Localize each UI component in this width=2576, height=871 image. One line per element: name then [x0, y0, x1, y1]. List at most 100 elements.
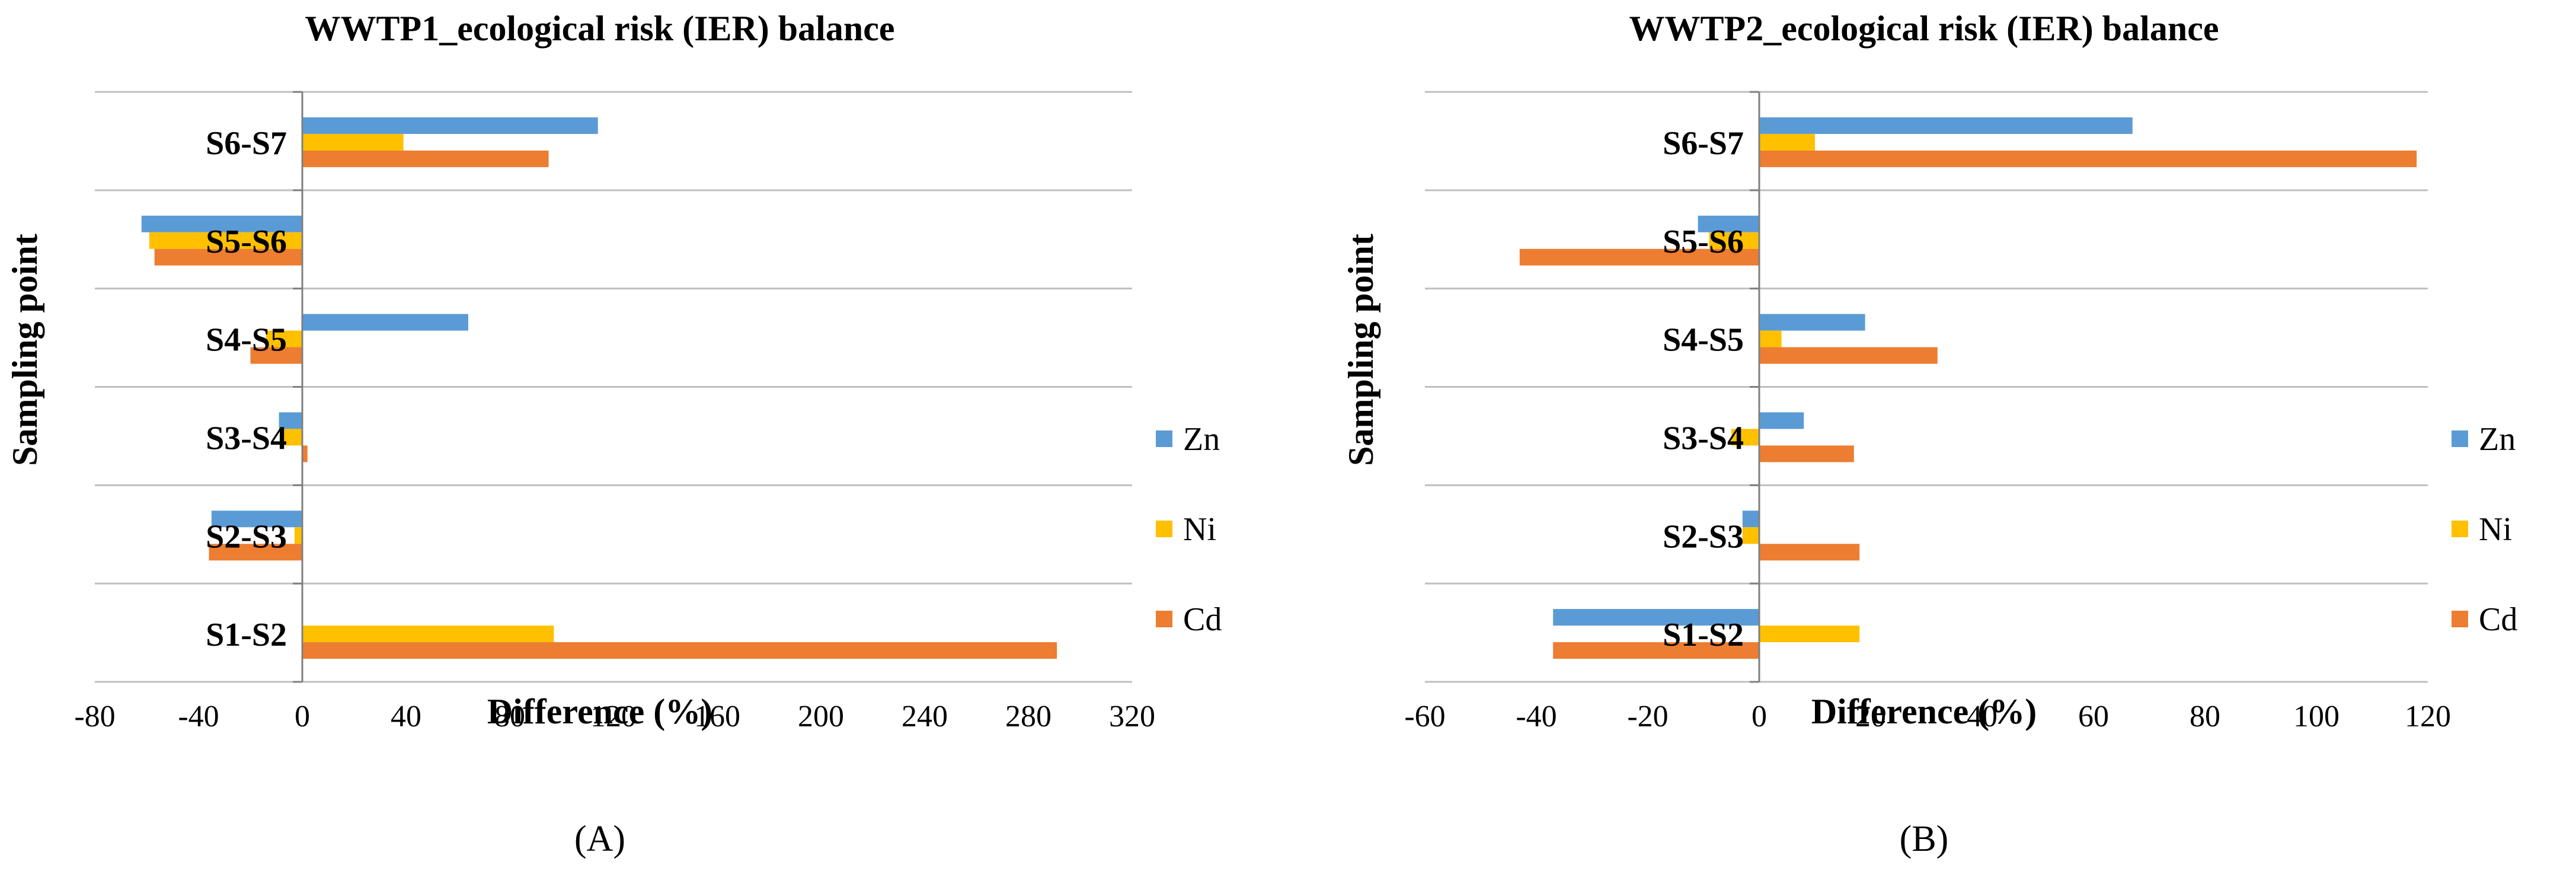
x-tick-label: 320	[1109, 700, 1155, 733]
x-tick-label: -40	[178, 700, 219, 733]
bar-ni-s1-s2	[1759, 626, 1860, 643]
bar-cd-s2-s3	[1759, 544, 1860, 561]
x-axis-title-b: Difference (%)	[1811, 692, 2037, 731]
bar-cd-s3-s4	[302, 445, 308, 462]
x-tick-label: 240	[902, 700, 948, 733]
category-label: S5-S6	[1663, 224, 1744, 260]
category-label: S6-S7	[1663, 125, 1744, 162]
bar-cd-s4-s5	[250, 347, 302, 364]
category-label: S1-S2	[206, 617, 287, 653]
legend-swatch-cd	[1156, 611, 1172, 627]
category-label: S1-S2	[1663, 617, 1744, 653]
category-labels-b: S6-S7 S5-S6 S4-S5 S3-S4 S2-S3 S1-S2	[1663, 125, 1744, 653]
bar-zn-s2-s3	[1742, 511, 1759, 528]
x-tick-label: -20	[1627, 700, 1668, 733]
bar-cd-s1-s2	[302, 642, 1057, 659]
bar-cd-s2-s3	[209, 544, 302, 561]
bar-zn-s3-s4	[279, 412, 302, 429]
bar-ni-s3-s4	[1731, 429, 1759, 446]
bar-ni-s5-s6	[1709, 232, 1759, 249]
legend-label-cd: Cd	[2479, 601, 2517, 638]
legend-label-zn: Zn	[2479, 421, 2516, 458]
bar-zn-s6-s7	[302, 117, 598, 134]
category-label: S6-S7	[206, 125, 287, 162]
x-tick-label: 60	[2078, 700, 2109, 733]
bar-zn-s3-s4	[1759, 412, 1804, 429]
bar-zn-s1-s2	[1553, 609, 1759, 626]
bar-cd-s5-s6	[154, 248, 302, 266]
bar-ni-s5-s6	[149, 232, 302, 249]
bar-cd-s4-s5	[1759, 347, 1938, 364]
x-tick-labels-b: -60 -40 -20 0 20 40 60 80 100 120	[1404, 700, 2451, 733]
bar-cd-s1-s2	[1553, 642, 1759, 659]
gridlines-a	[95, 91, 1132, 683]
category-label: S4-S5	[1663, 322, 1744, 359]
x-tick-label: 200	[798, 700, 844, 733]
bar-ni-s3-s4	[284, 429, 302, 446]
gridlines-b	[1425, 91, 2428, 683]
panel-label-a: (A)	[574, 819, 625, 859]
bar-cd-s5-s6	[1519, 248, 1759, 266]
bar-ni-s2-s3	[294, 527, 302, 544]
x-tick-label: 20	[1855, 700, 1886, 733]
y-axis-title-a: Sampling point	[5, 234, 44, 466]
bar-cd-s3-s4	[1759, 445, 1854, 462]
x-tick-label: -60	[1404, 700, 1445, 733]
legend-swatch-zn	[2452, 430, 2468, 447]
legend-swatch-ni	[2452, 521, 2468, 537]
panel-label-b: (B)	[1900, 819, 1949, 859]
legend-swatch-zn	[1156, 430, 1172, 447]
legend-label-ni: Ni	[1183, 511, 1216, 548]
category-label: S2-S3	[206, 518, 287, 555]
bar-zn-s6-s7	[1759, 117, 2133, 134]
x-tick-label: 0	[295, 700, 310, 733]
x-tick-label: -40	[1516, 700, 1557, 733]
bar-zn-s4-s5	[302, 314, 468, 331]
bar-cd-s6-s7	[1759, 150, 2417, 167]
bar-ni-s1-s2	[302, 626, 554, 643]
chart-title-b: WWTP2_ecological risk (IER) balance	[1629, 9, 2219, 48]
category-label: S4-S5	[206, 322, 287, 359]
legend-a: Zn Ni Cd	[1156, 421, 1222, 638]
bar-ni-s4-s5	[266, 330, 302, 347]
bar-ni-s6-s7	[302, 133, 404, 151]
legend-label-zn: Zn	[1183, 421, 1220, 458]
x-tick-label: 120	[2405, 700, 2451, 733]
x-tick-label: 40	[391, 700, 421, 733]
bar-zn-s5-s6	[141, 215, 302, 232]
bar-zn-s2-s3	[211, 511, 302, 528]
legend-label-cd: Cd	[1183, 601, 1222, 638]
bar-ni-s2-s3	[1742, 527, 1759, 544]
legend-label-ni: Ni	[2479, 511, 2512, 548]
legend-swatch-ni	[1156, 521, 1172, 537]
bar-zn-s5-s6	[1698, 215, 1759, 232]
x-tick-label: 40	[1967, 700, 1997, 733]
chart-panel-b: WWTP2_ecological risk (IER) balance Diff…	[1341, 9, 2517, 859]
category-labels-a: S6-S7 S5-S6 S4-S5 S3-S4 S2-S3 S1-S2	[206, 125, 287, 653]
x-tick-label: 80	[2190, 700, 2220, 733]
bar-ni-s6-s7	[1759, 133, 1815, 151]
x-tick-label: 0	[1752, 700, 1767, 733]
x-axis-title-a: Difference (%)	[487, 692, 712, 731]
x-tick-label: -80	[74, 700, 115, 733]
x-tick-label: 120	[590, 700, 637, 733]
x-tick-label: 280	[1005, 700, 1052, 733]
category-label: S2-S3	[1663, 518, 1744, 555]
category-label: S5-S6	[206, 224, 287, 260]
legend-b: Zn Ni Cd	[2452, 421, 2517, 638]
chart-title-a: WWTP1_ecological risk (IER) balance	[305, 9, 895, 48]
bars-a	[141, 117, 1057, 659]
x-tick-label: 100	[2293, 700, 2340, 733]
bar-cd-s6-s7	[302, 150, 549, 167]
x-tick-label: 80	[494, 700, 525, 733]
legend-swatch-cd	[2452, 611, 2468, 627]
y-axis-title-b: Sampling point	[1341, 234, 1380, 466]
x-tick-labels-a: -80 -40 0 40 80 120 160 200 240 280 320	[74, 700, 1155, 733]
category-label: S3-S4	[206, 420, 287, 457]
chart-panel-a: WWTP1_ecological risk (IER) balance Diff…	[5, 9, 1222, 859]
bar-zn-s4-s5	[1759, 314, 1865, 331]
bar-ni-s4-s5	[1759, 330, 1782, 347]
x-tick-label: 160	[694, 700, 740, 733]
bars-b	[1519, 117, 2417, 659]
